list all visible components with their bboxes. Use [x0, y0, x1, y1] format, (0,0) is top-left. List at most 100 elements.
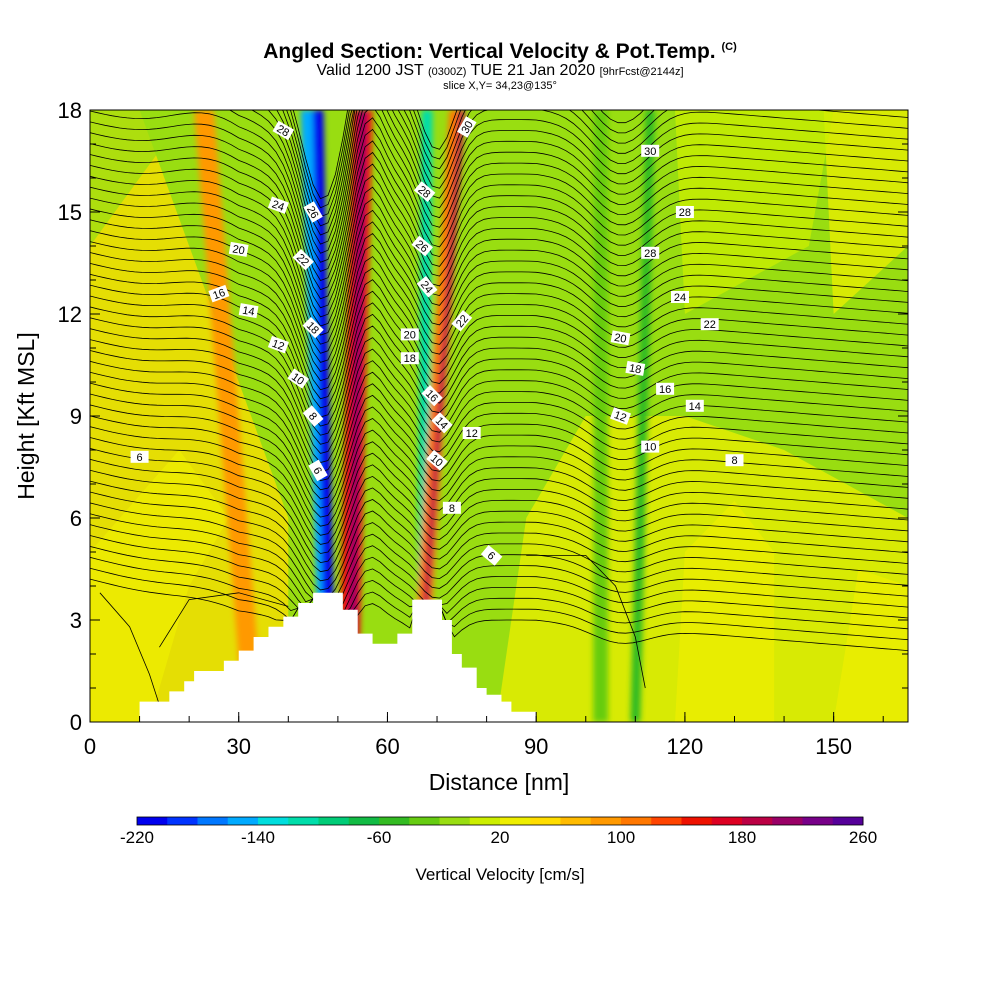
velocity-band — [346, 110, 367, 722]
contour-label-text: 12 — [612, 409, 628, 424]
contour-label-text: 12 — [466, 428, 478, 440]
theta-contour-line — [90, 546, 908, 619]
colorbar-tick-label: -60 — [367, 828, 392, 847]
contour-label-box — [416, 276, 438, 298]
contour-label-text: 28 — [644, 248, 656, 260]
x-axis: 0 30 60 90 120 150 — [84, 712, 884, 759]
chart-title-block: Angled Section: Vertical Velocity & Pot.… — [0, 36, 1000, 93]
velocity-band — [593, 110, 609, 722]
contour-label-box — [208, 284, 230, 303]
contour-label-box — [308, 459, 328, 482]
velocity-patch — [486, 110, 675, 382]
y-tick-label: 0 — [70, 710, 82, 735]
theta-contour-line — [90, 404, 908, 518]
theta-contour-line — [90, 140, 908, 300]
contour-label-box — [457, 116, 477, 138]
colorbar-swatch — [137, 817, 168, 825]
subtitle-slice: slice X,Y= 34,23@135° — [443, 80, 557, 92]
contour-label-text: 10 — [644, 442, 656, 454]
theta-contour-line — [90, 567, 908, 641]
theta-contour-line — [90, 219, 908, 363]
contour-label-text: 8 — [449, 503, 455, 515]
contour-label: 18 — [400, 352, 419, 365]
subtitle-utc: (0300Z) — [427, 66, 467, 78]
y-axis-title: Height [Kft MSL] — [13, 332, 39, 499]
theta-contour-line — [90, 382, 908, 500]
colorbar-tick-label: 260 — [849, 828, 877, 847]
theta-contour-line — [99, 592, 160, 706]
colorbar-swatch — [348, 817, 380, 825]
colorbar-swatch — [258, 817, 289, 825]
contour-label-text: 18 — [404, 353, 416, 365]
theta-contour-line — [90, 151, 908, 309]
contour-label-text: 22 — [704, 319, 716, 331]
colorbar-tick-label: 180 — [728, 828, 756, 847]
contour-label-box — [267, 196, 289, 214]
contour-label-text: 28 — [679, 207, 691, 219]
colorbar-tick-label: -220 — [120, 828, 154, 847]
contour-label: 20 — [400, 328, 419, 341]
contour-label: 16 — [656, 382, 675, 396]
velocity-patch — [90, 110, 190, 246]
colorbar-swatch — [197, 817, 229, 825]
theta-contour-line — [276, 110, 908, 236]
contour-label-box — [609, 407, 632, 425]
theta-contour-line — [90, 480, 908, 582]
contour-label-box — [442, 501, 461, 514]
colorbar-swatch — [590, 817, 622, 825]
chart-title: Angled Section: Vertical Velocity & Pot.… — [0, 36, 1000, 63]
colorbar-tick-label: 100 — [607, 828, 635, 847]
theta-contour-line — [90, 263, 908, 400]
theta-contour-line — [90, 578, 908, 651]
theta-contour-line — [159, 592, 289, 648]
contour-label: 24 — [267, 196, 289, 214]
theta-contour-line — [90, 371, 908, 491]
contour-label-text: 20 — [231, 243, 245, 257]
x-tick-label: 0 — [84, 734, 96, 759]
theta-contour-line — [228, 110, 908, 263]
colorbar-swatch — [832, 817, 864, 825]
subtitle-valid-time: Valid 1200 JST — [316, 62, 424, 79]
contour-label: 28 — [641, 246, 660, 260]
theta-contour-line — [90, 350, 908, 473]
y-tick-label: 18 — [58, 98, 82, 123]
colorbar-swatch — [439, 817, 471, 825]
colorbar-swatch — [469, 817, 501, 825]
contour-label-box — [641, 440, 660, 453]
chart-title-main: Angled Section: Vertical Velocity & Pot.… — [263, 40, 716, 63]
y-tick-label: 9 — [70, 404, 82, 429]
theta-contour-line — [90, 186, 908, 336]
colorbar-swatch — [500, 817, 531, 825]
theta-contour-line — [90, 328, 908, 454]
theta-contour-line — [90, 295, 908, 427]
colorbar-swatch — [621, 817, 652, 825]
colorbar-swatch — [772, 817, 803, 825]
theta-contour-line — [90, 175, 908, 327]
contour-label-text: 26 — [304, 204, 321, 221]
colorbar-swatch — [711, 817, 743, 825]
velocity-patch — [674, 110, 834, 314]
contour-label-text: 24 — [270, 198, 286, 213]
chart-subtitle: Valid 1200 JST (0300Z) TUE 21 Jan 2020 [… — [0, 63, 1000, 80]
contour-label-text: 24 — [674, 292, 686, 304]
contour-label: 14 — [685, 399, 704, 413]
contour-label-text: 6 — [310, 465, 323, 476]
contour-label: 16 — [208, 284, 230, 303]
colorbar-swatch — [409, 817, 440, 825]
x-tick-label: 60 — [375, 734, 399, 759]
contour-label-box — [451, 310, 473, 332]
contour-label: 8 — [725, 454, 744, 467]
theta-contours — [90, 110, 908, 706]
contour-label: 6 — [480, 545, 503, 566]
theta-contour-line — [90, 491, 908, 591]
contour-label-box — [431, 412, 453, 434]
velocity-band — [194, 110, 264, 722]
theta-contour-line — [90, 339, 908, 463]
theta-contour-line — [526, 555, 646, 689]
colorbar-title: Vertical Velocity [cm/s] — [415, 865, 584, 884]
contour-label: 30 — [641, 144, 660, 158]
theta-contour-line — [90, 437, 908, 545]
contour-label-box — [671, 291, 689, 303]
